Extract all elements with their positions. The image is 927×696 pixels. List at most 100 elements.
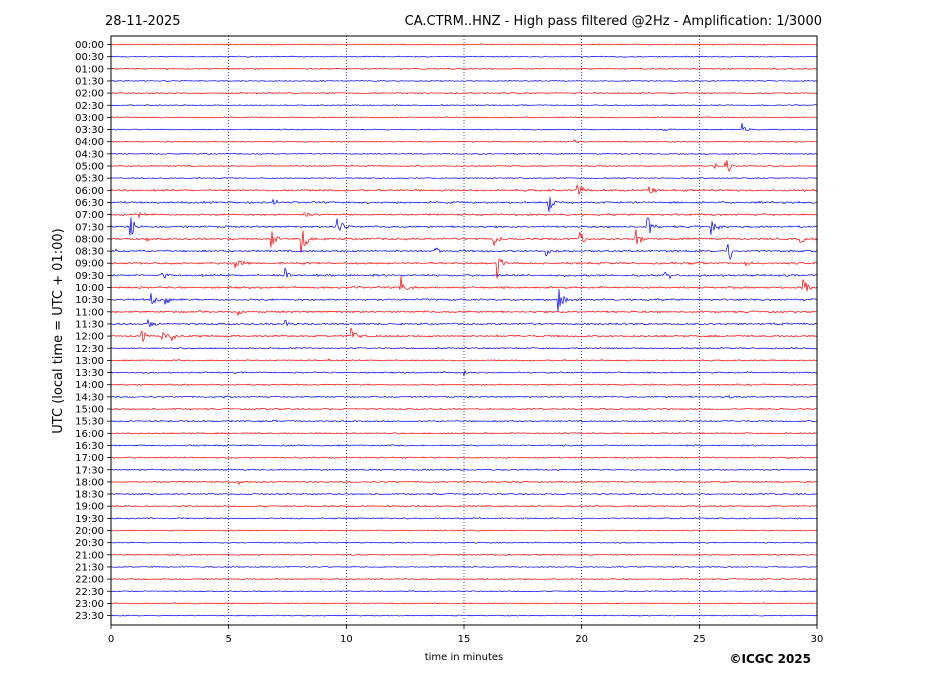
y-axis-label: UTC (local time = UTC + 01:00) (51, 228, 66, 433)
x-axis-ticks: 0 5 10 15 20 25 30 (108, 625, 824, 645)
chart-title: CA.CTRM..HNZ - High pass filtered @2Hz -… (405, 14, 822, 29)
y-tick-label: 17:00 (75, 453, 104, 464)
x-tick-label: 25 (693, 634, 706, 645)
y-tick-label: 12:30 (75, 344, 104, 355)
trace-1300 (110, 358, 818, 362)
trace-2200 (110, 578, 818, 581)
y-tick-label: 04:00 (75, 137, 104, 148)
trace-1830 (110, 492, 818, 496)
y-tick-label: 13:30 (75, 368, 104, 379)
trace-1730 (110, 468, 818, 472)
y-tick-label: 09:00 (75, 259, 104, 270)
trace-0000 (110, 43, 818, 46)
copyright-notice: ©ICGC 2025 (729, 652, 811, 666)
trace-0630 (110, 196, 818, 212)
trace-2030 (110, 541, 818, 544)
trace-2130 (110, 566, 818, 568)
trace-0330 (110, 122, 818, 132)
y-tick-label: 17:30 (75, 465, 104, 476)
y-tick-label: 23:00 (75, 599, 104, 610)
trace-0830 (110, 243, 818, 260)
y-tick-label: 18:00 (75, 477, 104, 488)
trace-0930 (110, 267, 818, 280)
trace-0500 (110, 160, 818, 172)
trace-0600 (110, 184, 818, 195)
trace-1630 (110, 444, 818, 447)
y-tick-label: 20:30 (75, 538, 104, 549)
trace-1700 (110, 456, 818, 459)
y-tick-label: 02:30 (75, 101, 104, 112)
x-tick-label: 10 (340, 634, 353, 645)
vertical-grid-lines (228, 36, 700, 625)
y-tick-label: 05:30 (75, 174, 104, 185)
y-tick-label: 16:00 (75, 429, 104, 440)
y-tick-label: 13:00 (75, 356, 104, 367)
y-tick-label: 15:30 (75, 417, 104, 428)
trace-0900 (110, 258, 818, 279)
trace-1430 (110, 395, 818, 399)
trace-0030 (110, 55, 818, 58)
trace-1000 (110, 275, 818, 292)
y-tick-label: 22:30 (75, 587, 104, 598)
y-tick-label: 02:00 (75, 89, 104, 100)
trace-1400 (110, 383, 818, 386)
trace-2000 (110, 529, 818, 532)
y-tick-label: 05:00 (75, 162, 104, 173)
trace-1230 (110, 346, 818, 350)
x-tick-label: 15 (458, 634, 471, 645)
y-tick-label: 03:00 (75, 113, 104, 124)
y-tick-label: 21:30 (75, 562, 104, 573)
y-tick-label: 19:30 (75, 514, 104, 525)
trace-1030 (110, 289, 818, 312)
trace-0130 (110, 79, 818, 82)
trace-2230 (110, 590, 818, 593)
trace-0800 (110, 229, 818, 253)
y-tick-label: 20:00 (75, 526, 104, 537)
trace-0230 (110, 103, 818, 107)
y-tick-label: 18:30 (75, 490, 104, 501)
trace-1930 (110, 517, 818, 520)
x-tick-label: 0 (108, 634, 114, 645)
trace-1600 (110, 432, 818, 435)
y-tick-label: 06:30 (75, 198, 104, 209)
trace-1500 (110, 407, 818, 411)
trace-0430 (110, 152, 818, 155)
trace-1800 (110, 480, 818, 486)
trace-0100 (110, 67, 818, 70)
y-tick-label: 23:30 (75, 611, 104, 622)
y-tick-label: 19:00 (75, 502, 104, 513)
y-tick-label: 21:00 (75, 550, 104, 561)
trace-1100 (110, 309, 818, 317)
y-tick-label: 16:30 (75, 441, 104, 452)
trace-2100 (110, 553, 817, 556)
trace-1900 (110, 504, 818, 508)
trace-0530 (110, 177, 818, 180)
y-tick-label: 04:30 (75, 149, 104, 160)
y-tick-label: 06:00 (75, 186, 104, 197)
trace-0700 (110, 211, 818, 219)
trace-0200 (110, 92, 818, 95)
y-tick-label: 07:00 (75, 210, 104, 221)
x-axis-label: time in minutes (425, 652, 504, 663)
trace-0400 (110, 139, 818, 144)
y-tick-label: 10:30 (75, 295, 104, 306)
trace-1530 (110, 419, 818, 423)
trace-1200 (110, 327, 818, 343)
y-tick-label: 03:30 (75, 125, 104, 136)
x-tick-label: 30 (811, 634, 824, 645)
x-tick-label: 20 (575, 634, 588, 645)
chart-date: 28-11-2025 (105, 14, 181, 29)
y-tick-label: 11:30 (75, 319, 104, 330)
y-tick-label: 12:00 (75, 332, 104, 343)
y-tick-label: 10:00 (75, 283, 104, 294)
trace-0730 (110, 217, 818, 236)
y-tick-label: 22:00 (75, 575, 104, 586)
y-tick-label: 00:00 (75, 40, 104, 51)
trace-0300 (110, 116, 818, 119)
trace-1330 (110, 369, 818, 377)
trace-2300 (110, 602, 818, 605)
y-tick-label: 01:00 (75, 64, 104, 75)
y-tick-label: 01:30 (75, 76, 104, 87)
